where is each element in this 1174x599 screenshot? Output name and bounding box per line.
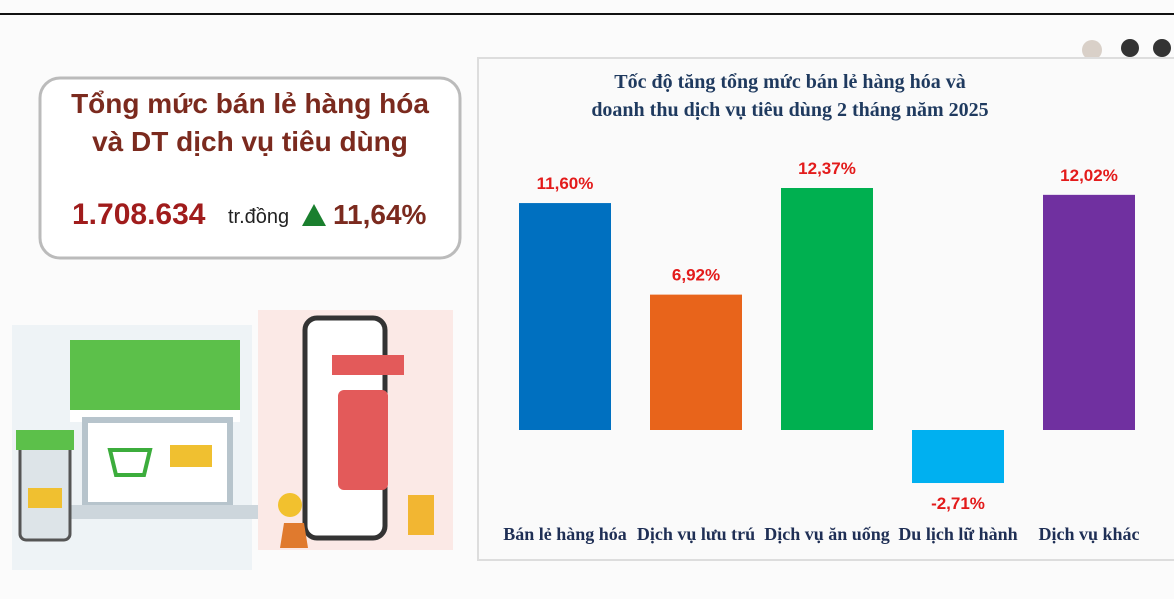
chart-title: doanh thu dịch vụ tiêu dùng 2 tháng năm … — [591, 99, 988, 121]
value-label: 12,37% — [798, 159, 856, 178]
summary-title: Tổng mức bán lẻ hàng hóa — [71, 88, 429, 119]
bar — [912, 430, 1004, 483]
shop-illustration — [12, 325, 260, 570]
bar — [781, 188, 873, 430]
summary-growth: 11,64% — [333, 199, 427, 230]
category-label: Dịch vụ ăn uống — [764, 524, 890, 544]
infographic: Tổng mức bán lẻ hàng hóa và DT dịch vụ t… — [0, 0, 1174, 599]
category-label: Bán lẻ hàng hóa — [503, 524, 627, 544]
value-label: 11,60% — [537, 174, 594, 193]
category-label: Dịch vụ lưu trú — [637, 524, 755, 544]
bar — [650, 295, 742, 430]
category-label: Dịch vụ khác — [1038, 524, 1139, 544]
category-label: Du lịch lữ hành — [898, 524, 1017, 544]
phone-illustration — [258, 310, 453, 550]
value-label: 12,02% — [1060, 166, 1118, 185]
chart-title: Tốc độ tăng tổng mức bán lẻ hàng hóa và — [614, 71, 966, 93]
summary-value: 1.708.634 — [72, 198, 206, 231]
value-label: 6,92% — [672, 266, 720, 285]
value-label: -2,71% — [931, 494, 985, 513]
summary-unit: tr.đồng — [228, 206, 289, 228]
bar — [1043, 195, 1135, 430]
bar — [519, 203, 611, 430]
summary-title: và DT dịch vụ tiêu dùng — [92, 126, 408, 157]
page: Tổng mức bán lẻ hàng hóa và DT dịch vụ t… — [0, 0, 1174, 599]
